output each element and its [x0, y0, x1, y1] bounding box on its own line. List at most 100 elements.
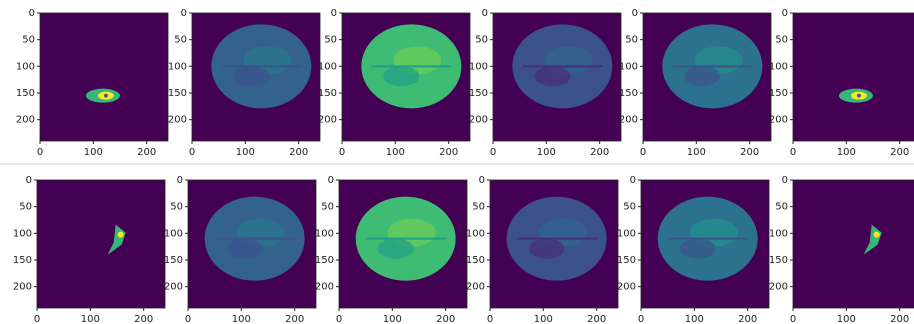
y-tick-label: 200 — [769, 115, 788, 126]
x-tick-label: 100 — [687, 147, 706, 158]
y-tick-label: 200 — [318, 115, 337, 126]
axes-frame — [187, 179, 317, 309]
x-tick-label: 200 — [740, 147, 759, 158]
brain-texture — [534, 66, 571, 87]
y-tick-label: 150 — [619, 88, 638, 99]
y-tick-label: 50 — [321, 202, 334, 213]
y-tick-label: 50 — [324, 35, 337, 46]
brain-texture — [226, 238, 263, 259]
y-tick-label: 50 — [19, 202, 32, 213]
x-tick-label: 0 — [185, 314, 191, 324]
x-tick-label: 100 — [81, 314, 100, 324]
y-tick-label: 50 — [170, 202, 183, 213]
y-tick-label: 200 — [13, 282, 32, 293]
y-tick-label: 50 — [475, 35, 488, 46]
axes-frame — [642, 12, 772, 142]
mask-necrosis — [856, 93, 861, 98]
y-tick-label: 0 — [630, 175, 636, 186]
y-tick-label: 100 — [315, 228, 334, 239]
axes-frame — [640, 179, 770, 309]
y-tick-label: 0 — [181, 8, 187, 19]
axes-frame — [191, 12, 321, 142]
x-tick-label: 200 — [890, 314, 909, 324]
y-tick-label: 0 — [632, 8, 638, 19]
y-tick-label: 100 — [164, 228, 183, 239]
y-tick-label: 0 — [29, 8, 35, 19]
y-tick-label: 200 — [168, 115, 187, 126]
y-tick-label: 150 — [617, 255, 636, 266]
y-tick-label: 100 — [318, 61, 337, 72]
axes-frame — [338, 179, 468, 309]
axes-frame — [341, 12, 471, 142]
y-tick-label: 0 — [177, 175, 183, 186]
brain-texture — [684, 66, 721, 87]
y-tick-label: 100 — [168, 61, 187, 72]
y-tick-label: 150 — [16, 88, 35, 99]
y-tick-label: 0 — [482, 8, 488, 19]
x-tick-label: 200 — [134, 314, 153, 324]
brain-texture — [233, 66, 270, 87]
y-tick-label: 200 — [617, 282, 636, 293]
y-tick-label: 50 — [775, 202, 788, 213]
y-tick-label: 150 — [164, 255, 183, 266]
y-tick-label: 150 — [318, 88, 337, 99]
x-tick-label: 200 — [890, 147, 909, 158]
y-tick-label: 100 — [769, 61, 788, 72]
x-tick-label: 100 — [383, 314, 402, 324]
x-tick-label: 100 — [837, 314, 856, 324]
y-tick-label: 0 — [479, 175, 485, 186]
brain-texture — [679, 238, 716, 259]
x-tick-label: 0 — [790, 314, 796, 324]
x-tick-label: 0 — [487, 314, 493, 324]
y-tick-label: 150 — [13, 255, 32, 266]
brain-texture — [383, 66, 420, 87]
axes-frame — [492, 12, 622, 142]
x-tick-label: 100 — [537, 147, 556, 158]
y-tick-label: 150 — [769, 255, 788, 266]
y-tick-label: 0 — [782, 8, 788, 19]
x-tick-label: 100 — [232, 314, 251, 324]
x-tick-label: 0 — [34, 314, 40, 324]
mask-core — [117, 231, 124, 238]
x-tick-label: 100 — [236, 147, 255, 158]
x-tick-label: 200 — [439, 147, 458, 158]
y-tick-label: 100 — [619, 61, 638, 72]
y-tick-label: 100 — [466, 228, 485, 239]
x-tick-label: 200 — [436, 314, 455, 324]
y-tick-label: 150 — [769, 88, 788, 99]
x-tick-label: 200 — [590, 147, 609, 158]
y-tick-label: 150 — [466, 255, 485, 266]
y-tick-label: 50 — [472, 202, 485, 213]
axes-frame — [792, 179, 914, 309]
y-tick-label: 100 — [13, 228, 32, 239]
y-tick-label: 0 — [26, 175, 32, 186]
x-tick-label: 0 — [339, 147, 345, 158]
y-tick-label: 200 — [315, 282, 334, 293]
x-tick-label: 0 — [790, 147, 796, 158]
x-tick-label: 100 — [84, 147, 103, 158]
brain-texture — [528, 238, 565, 259]
y-tick-label: 200 — [466, 282, 485, 293]
x-tick-label: 0 — [189, 147, 195, 158]
y-tick-label: 0 — [331, 8, 337, 19]
image-background — [37, 180, 165, 308]
y-tick-label: 0 — [782, 175, 788, 186]
x-tick-label: 0 — [638, 314, 644, 324]
image-background — [40, 13, 168, 141]
y-tick-label: 150 — [168, 88, 187, 99]
image-background — [793, 13, 914, 141]
axes-frame — [792, 12, 914, 142]
mask-core — [873, 231, 880, 238]
axes-frame — [39, 12, 169, 142]
y-tick-label: 50 — [174, 35, 187, 46]
x-tick-label: 200 — [289, 147, 308, 158]
image-background — [793, 180, 914, 308]
x-tick-label: 200 — [285, 314, 304, 324]
x-tick-label: 0 — [640, 147, 646, 158]
x-tick-label: 0 — [490, 147, 496, 158]
y-tick-label: 50 — [22, 35, 35, 46]
brain-texture — [377, 238, 414, 259]
y-tick-label: 50 — [625, 35, 638, 46]
y-tick-label: 50 — [775, 35, 788, 46]
y-tick-label: 50 — [623, 202, 636, 213]
